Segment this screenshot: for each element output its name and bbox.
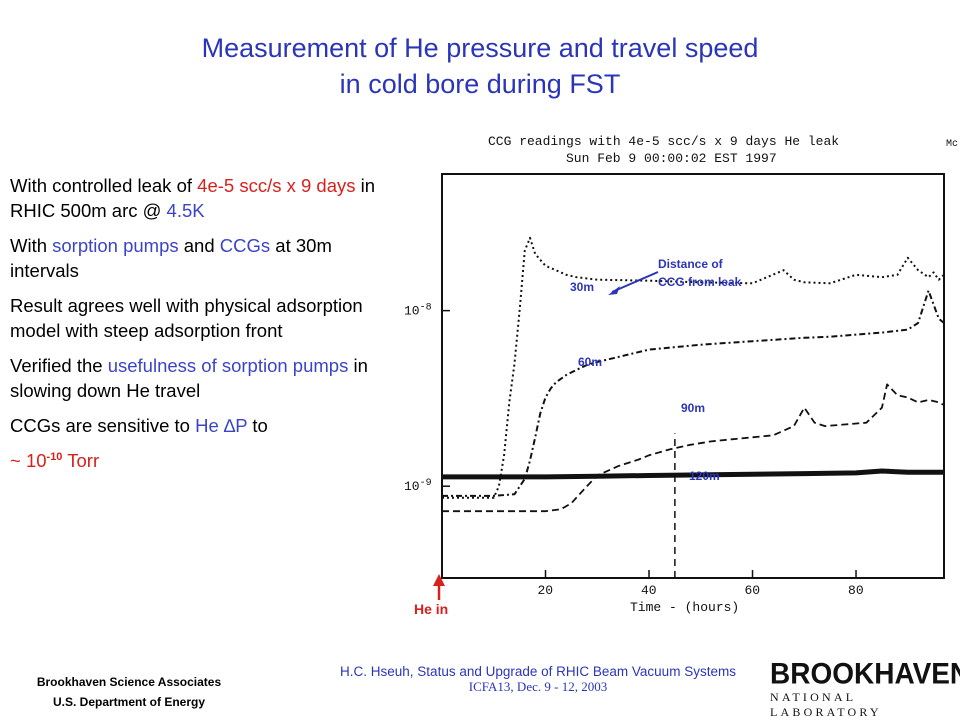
distance-label-line2: CCG from leak — [658, 275, 742, 289]
footer-citation: H.C. Hseuh, Status and Upgrade of RHIC B… — [288, 664, 788, 695]
slide-title: Measurement of He pressure and travel sp… — [40, 30, 920, 102]
slide-title-line2: in cold bore during FST — [339, 69, 621, 99]
x-tick-label: 40 — [641, 583, 657, 598]
axis-ticks: 20 40 60 80 — [442, 309, 864, 598]
bullet-verified: Verified the usefulness of sorption pump… — [10, 355, 368, 401]
bullet-pumps: With sorption pumps and CCGs at 30m inte… — [10, 235, 332, 281]
ccg-chart: CCG readings with 4e-5 scc/s x 9 days He… — [404, 134, 958, 617]
y-tick-label-1e-9: 10-9 — [404, 478, 432, 494]
brookhaven-logo: BROOKHAVEN NATIONAL LABORATORY — [770, 657, 960, 720]
footer-org1: Brookhaven Science Associates — [36, 675, 222, 689]
chart-subtitle: Sun Feb 9 00:00:02 EST 1997 — [566, 151, 777, 166]
bullet-leak: With controlled leak of 4e-5 scc/s x 9 d… — [10, 175, 376, 221]
annotations: Distance of CCG from leak 30m 60m 90m 12… — [414, 257, 742, 617]
series-label-90m: 90m — [681, 401, 705, 415]
plot-frame — [441, 173, 945, 579]
x-tick-label: 60 — [745, 583, 761, 598]
he-in-arrow-head — [433, 574, 445, 586]
chart-title: CCG readings with 4e-5 scc/s x 9 days He… — [488, 134, 839, 149]
y-tick-label-1e-8: 10-8 — [404, 303, 432, 319]
distance-arrow — [611, 271, 659, 293]
logo-name: BROOKHAVEN — [770, 657, 960, 690]
series-label-30m: 30m — [570, 280, 594, 294]
series-label-120m: 120m — [689, 469, 720, 483]
logo-subtitle: NATIONAL LABORATORY — [770, 690, 882, 719]
y-tick-exp: -9 — [420, 478, 432, 489]
chart-corner-text: Mc — [946, 139, 958, 150]
y-tick-exp: -8 — [420, 303, 432, 314]
bullet-torr: ~ 10-10 Torr — [10, 450, 100, 471]
he-in-label: He in — [414, 601, 448, 617]
footer-talk: H.C. Hseuh, Status and Upgrade of RHIC B… — [340, 664, 736, 679]
series-line-30m — [442, 236, 945, 499]
series-line-120m — [442, 468, 944, 480]
footer-org: Brookhaven Science Associates U.S. Depar… — [24, 672, 234, 712]
series-line-90m — [442, 383, 945, 513]
series-label-60m: 60m — [578, 355, 602, 369]
footer-org2: U.S. Department of Energy — [52, 695, 206, 709]
series-line-60m — [442, 289, 945, 497]
bullet-list: With controlled leak of 4e-5 scc/s x 9 d… — [10, 173, 385, 483]
series-layer — [442, 236, 945, 513]
x-tick-label: 20 — [538, 583, 554, 598]
distance-label-line1: Distance of — [658, 257, 724, 271]
x-axis-label: Time - (hours) — [630, 600, 739, 615]
bullet-sensitivity: CCGs are sensitive to He ∆P to — [10, 415, 268, 436]
slide-title-line1: Measurement of He pressure and travel sp… — [201, 33, 759, 63]
x-tick-label: 80 — [848, 583, 864, 598]
distance-arrow-head — [608, 286, 620, 295]
bullet-model: Result agrees well with physical adsorpt… — [10, 295, 363, 341]
footer-conference: ICFA13, Dec. 9 - 12, 2003 — [468, 679, 608, 694]
